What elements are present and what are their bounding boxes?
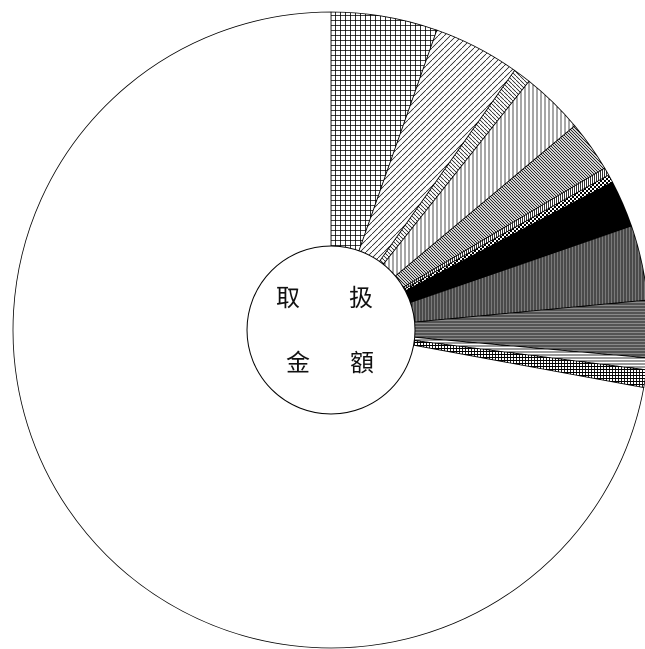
pie-center-hole [246, 245, 416, 415]
center-label-char-1: 取 [276, 284, 300, 312]
pie-slice-10 [330, 299, 645, 359]
center-label-char-2: 扱 [349, 284, 373, 312]
center-label-char-3: 金 [286, 349, 310, 377]
center-label-char-4: 額 [350, 349, 374, 377]
